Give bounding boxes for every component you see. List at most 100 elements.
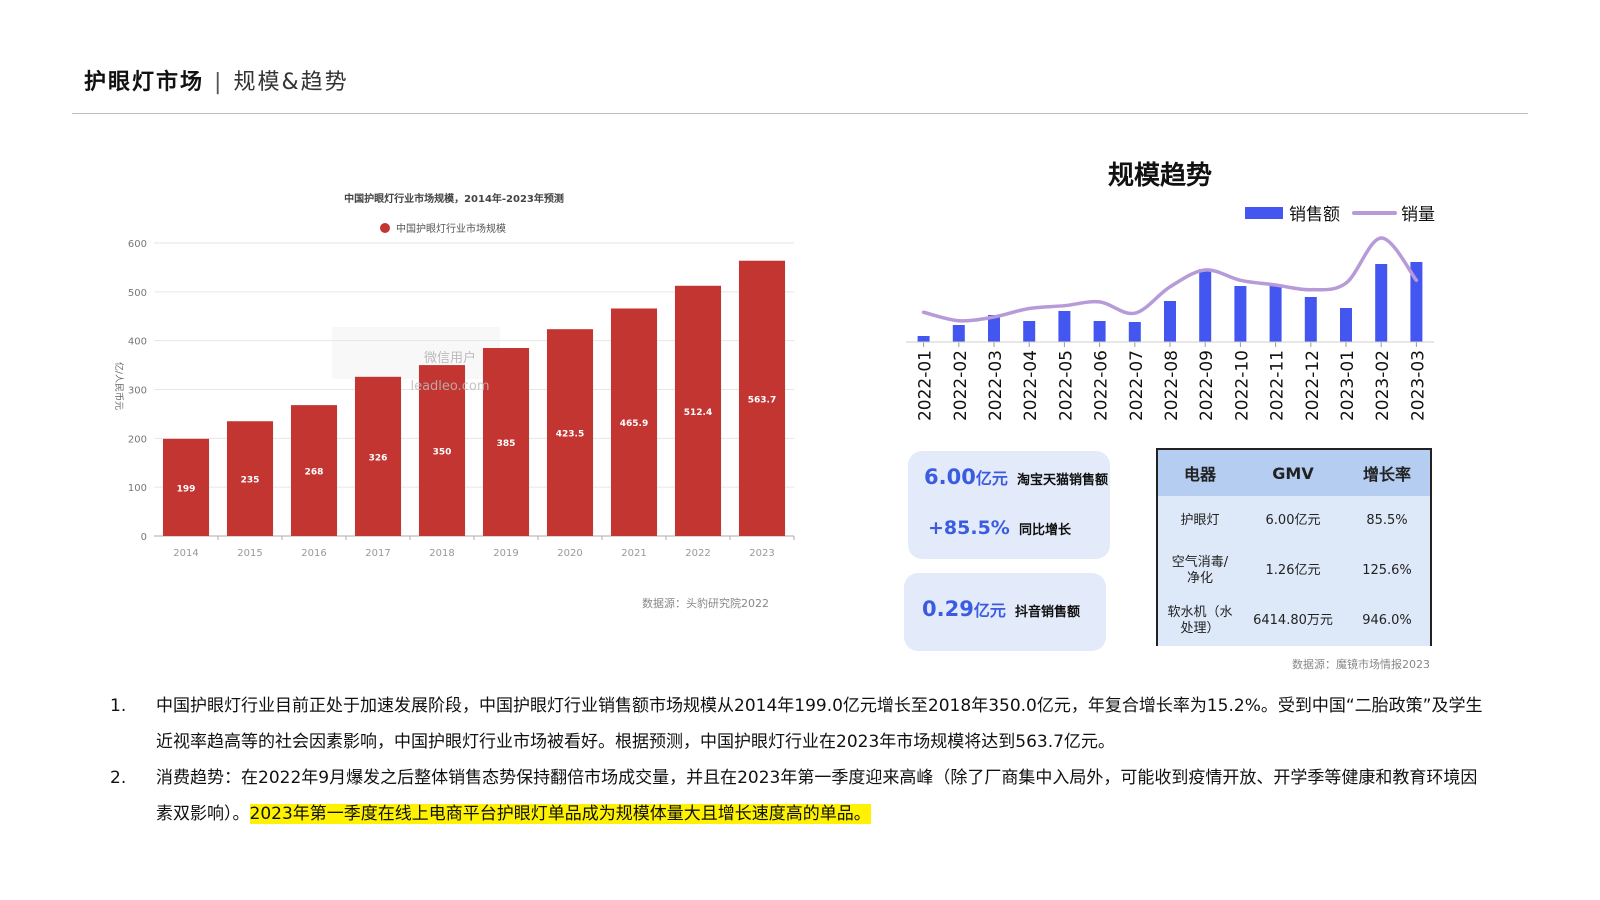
chart1-xtick-label: 2020 (557, 548, 582, 559)
chart1-legend-label: 中国护眼灯行业市场规模 (396, 222, 506, 235)
gmv-table: 电器 GMV 增长率 护眼灯 6.00亿元 85.5% 空气消毒/净化 1.26… (1156, 448, 1432, 646)
taobao-growth-label: 同比增长 (1018, 523, 1071, 538)
watermark-box (332, 327, 500, 379)
chart2-xtick-label: 2022-09 (1197, 350, 1217, 421)
sales-bar (1164, 301, 1176, 342)
chart2-xtick-label: 2023-03 (1408, 350, 1428, 421)
chart1-ytick-label: 600 (128, 239, 147, 250)
chart1-data-label: 423.5 (556, 430, 584, 440)
table-cell: 6414.80万元 (1242, 596, 1344, 646)
table-row: 软水机（水处理） 6414.80万元 946.0% (1157, 596, 1431, 646)
legend-volume-label: 销量 (1401, 205, 1435, 225)
chart2-xtick-label: 2022-02 (951, 350, 971, 421)
list-item: 2. 消费趋势：在2022年9月爆发之后整体销售态势保持翻倍市场成交量，并且在2… (110, 760, 1490, 832)
market-size-bar-chart: 中国护眼灯行业市场规模，2014年-2023年预测 中国护眼灯行业市场规模 亿/… (113, 192, 795, 610)
chart1-ytick-label: 500 (128, 288, 147, 299)
sales-bar (1410, 262, 1423, 342)
chart1-bar (290, 405, 338, 536)
chart1-ytick-label: 100 (128, 483, 147, 494)
watermark-text: 微信用户 (424, 350, 476, 366)
taobao-growth-row: +85.5% 同比增长 (928, 517, 1071, 539)
page-title-main: 护眼灯市场 (84, 70, 205, 95)
chart1-bar (418, 365, 466, 536)
table-cell: 护眼灯 (1157, 496, 1242, 546)
sales-bar (1304, 297, 1317, 342)
page-title: 护眼灯市场 | 规模&趋势 (84, 64, 349, 96)
chart2-xtick-label: 2022-01 (916, 350, 936, 421)
chart2-xtick-label: 2023-02 (1373, 350, 1393, 421)
chart1-source: 数据源：头豹研究院2022 (642, 596, 769, 610)
chart1-bar (226, 421, 274, 536)
table-cell: 6.00亿元 (1242, 496, 1344, 546)
chart1-bar (354, 376, 402, 536)
chart1-bar (546, 329, 594, 536)
douyin-sales-unit: 亿元 (973, 601, 1006, 620)
note-highlight: 2023年第一季度在线上电商平台护眼灯单品成为规模体量大且增长速度高的单品。 (249, 804, 871, 824)
taobao-sales-value: 6.00 (924, 465, 976, 489)
sales-bar (1093, 321, 1106, 342)
chart1-xtick-label: 2017 (365, 548, 390, 559)
table-row: 空气消毒/净化 1.26亿元 125.6% (1157, 546, 1431, 596)
sales-bar (1058, 311, 1071, 342)
title-separator: | (214, 70, 224, 95)
chart1-xtick-label: 2022 (685, 548, 710, 559)
chart1-xtick-label: 2023 (749, 548, 774, 559)
chart1-legend-marker (380, 223, 390, 233)
chart1-xtick-label: 2016 (301, 548, 326, 559)
right-source: 数据源：魔镜市场情报2023 (1292, 658, 1430, 671)
table-cell: 85.5% (1344, 496, 1431, 546)
trend-combo-chart: 规模趋势 销售额 销量 2022-01 2022-02 2022-03 2022-04… (906, 161, 1435, 421)
douyin-sales-row: 0.29亿元 抖音销售额 (922, 597, 1080, 621)
page-title-sub: 规模&趋势 (233, 70, 349, 95)
chart1-xtick-label: 2021 (621, 548, 646, 559)
note-body: 消费趋势：在2022年9月爆发之后整体销售态势保持翻倍市场成交量，并且在2023… (156, 760, 1490, 832)
table-header-gmv: GMV (1242, 449, 1344, 496)
table-header-appliance: 电器 (1157, 449, 1242, 496)
chart1-data-label: 199 (177, 484, 196, 494)
note-text: 中国护眼灯行业目前正处于加速发展阶段，中国护眼灯行业销售额市场规模从2014年1… (156, 696, 1483, 752)
chart1-bar (610, 308, 658, 536)
douyin-card: 0.29亿元 抖音销售额 (904, 573, 1106, 651)
chart1-data-label: 326 (369, 453, 388, 463)
chart1-bar (482, 347, 530, 536)
taobao-growth-value: +85.5% (928, 517, 1010, 539)
header-divider (72, 113, 1528, 114)
table-cell: 软水机（水处理） (1157, 596, 1242, 646)
taobao-sales-row: 6.00亿元 淘宝天猫销售额 (924, 465, 1108, 489)
chart2-xtick-label: 2023-01 (1338, 350, 1358, 421)
table-cell: 946.0% (1344, 596, 1431, 646)
sales-bar (1375, 264, 1388, 342)
chart2-xtick-label: 2022-06 (1092, 350, 1112, 421)
chart1-ytick-label: 300 (128, 386, 147, 397)
chart1-ylabel: 亿/人民币元 (113, 362, 125, 410)
chart2-xtick-label: 2022-08 (1162, 350, 1182, 421)
chart1-title: 中国护眼灯行业市场规模，2014年-2023年预测 (344, 192, 564, 205)
notes-list: 1. 中国护眼灯行业目前正处于加速发展阶段，中国护眼灯行业销售额市场规模从201… (110, 688, 1490, 832)
chart2-xtick-label: 2022-10 (1232, 350, 1252, 421)
chart2-xtick-label: 2022-12 (1303, 350, 1323, 421)
chart1-xtick-label: 2014 (173, 548, 198, 559)
note-number: 2. (110, 768, 127, 788)
note-number: 1. (110, 696, 127, 716)
chart1-xtick-label: 2019 (493, 548, 518, 559)
douyin-sales-label: 抖音销售额 (1014, 605, 1080, 620)
chart1-xtick-label: 2015 (237, 548, 262, 559)
chart1-data-label: 350 (433, 448, 452, 458)
table-cell: 1.26亿元 (1242, 546, 1344, 596)
chart2-xtick-label: 2022-04 (1021, 350, 1041, 421)
chart1-data-label: 465.9 (620, 419, 648, 429)
sales-bar (1269, 285, 1282, 342)
table-header-growth: 增长率 (1344, 449, 1431, 496)
chart2-xtick-label: 2022-05 (1056, 350, 1076, 421)
watermark-url: leadleo.com (410, 379, 489, 394)
chart2-title: 规模趋势 (1108, 161, 1212, 191)
chart1-bar (674, 285, 722, 536)
chart1-data-label: 563.7 (748, 395, 776, 405)
chart1-ytick-label: 0 (141, 532, 147, 543)
legend-sales-swatch (1245, 207, 1283, 219)
sales-bar (988, 315, 1000, 342)
chart1-data-label: 385 (497, 439, 516, 449)
taobao-sales-unit: 亿元 (975, 469, 1008, 488)
sales-bar (952, 325, 965, 342)
chart2-xtick-label: 2022-03 (986, 350, 1006, 421)
